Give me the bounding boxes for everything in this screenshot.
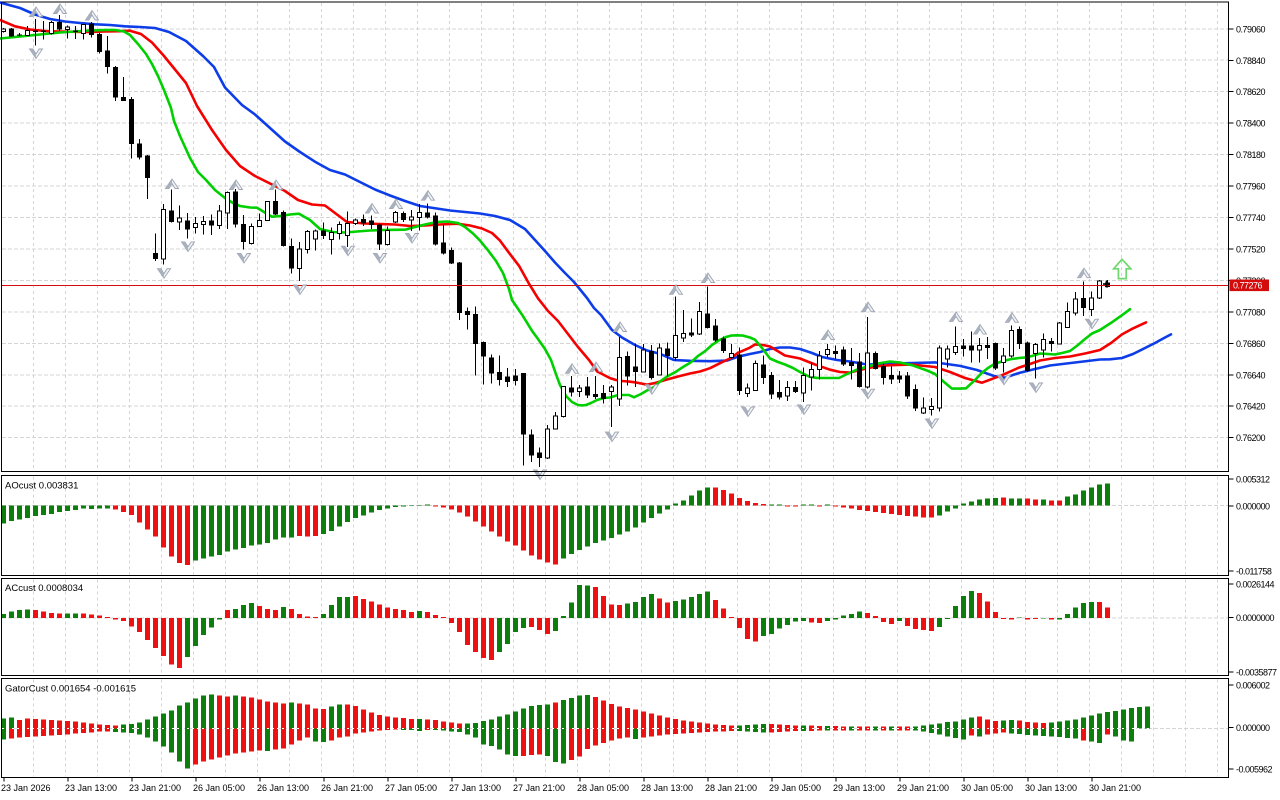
- svg-text:0.006002: 0.006002: [1236, 681, 1270, 691]
- svg-text:-0.011758: -0.011758: [1236, 567, 1272, 577]
- svg-text:0.0026144: 0.0026144: [1236, 580, 1275, 590]
- svg-text:0.76640: 0.76640: [1236, 370, 1266, 380]
- svg-text:0.78620: 0.78620: [1236, 87, 1266, 97]
- svg-text:26 Jan 13:00: 26 Jan 13:00: [257, 783, 309, 793]
- svg-text:0.000000: 0.000000: [1236, 723, 1270, 733]
- svg-text:0.77276: 0.77276: [1233, 281, 1263, 291]
- svg-text:30 Jan 13:00: 30 Jan 13:00: [1025, 783, 1077, 793]
- svg-text:23 Jan 13:00: 23 Jan 13:00: [65, 783, 117, 793]
- svg-text:26 Jan 05:00: 26 Jan 05:00: [193, 783, 245, 793]
- svg-text:30 Jan 21:00: 30 Jan 21:00: [1089, 783, 1141, 793]
- svg-text:-0.005962: -0.005962: [1236, 765, 1273, 775]
- svg-text:0.78400: 0.78400: [1236, 119, 1266, 129]
- svg-text:0.77960: 0.77960: [1236, 182, 1266, 192]
- svg-text:0.79060: 0.79060: [1236, 24, 1266, 34]
- svg-text:28 Jan 21:00: 28 Jan 21:00: [705, 783, 757, 793]
- svg-text:27 Jan 13:00: 27 Jan 13:00: [449, 783, 501, 793]
- svg-text:GatorCust 0.001654 -0.001615: GatorCust 0.001654 -0.001615: [5, 684, 136, 695]
- svg-text:28 Jan 05:00: 28 Jan 05:00: [577, 783, 629, 793]
- svg-text:26 Jan 21:00: 26 Jan 21:00: [321, 783, 373, 793]
- svg-text:0.76200: 0.76200: [1236, 433, 1266, 443]
- svg-text:0.005312: 0.005312: [1236, 475, 1270, 485]
- svg-text:0.0000000: 0.0000000: [1236, 613, 1275, 623]
- svg-text:29 Jan 13:00: 29 Jan 13:00: [833, 783, 885, 793]
- svg-text:AOcust 0.003831: AOcust 0.003831: [5, 481, 78, 492]
- svg-text:30 Jan 05:00: 30 Jan 05:00: [961, 783, 1013, 793]
- svg-text:0.76860: 0.76860: [1236, 339, 1266, 349]
- svg-text:0.76420: 0.76420: [1236, 402, 1266, 412]
- svg-text:0.77740: 0.77740: [1236, 213, 1266, 223]
- svg-text:ACcust 0.0008034: ACcust 0.0008034: [5, 583, 83, 594]
- svg-text:27 Jan 21:00: 27 Jan 21:00: [513, 783, 565, 793]
- svg-text:29 Jan 21:00: 29 Jan 21:00: [897, 783, 949, 793]
- svg-text:27 Jan 05:00: 27 Jan 05:00: [385, 783, 437, 793]
- svg-text:0.77080: 0.77080: [1236, 307, 1266, 317]
- svg-text:29 Jan 05:00: 29 Jan 05:00: [769, 783, 821, 793]
- svg-text:0.78840: 0.78840: [1236, 56, 1266, 66]
- svg-text:23 Jan 21:00: 23 Jan 21:00: [129, 783, 181, 793]
- svg-text:28 Jan 13:00: 28 Jan 13:00: [641, 783, 693, 793]
- svg-text:0.000000: 0.000000: [1236, 502, 1270, 512]
- svg-text:0.77520: 0.77520: [1236, 245, 1266, 255]
- svg-text:0.78180: 0.78180: [1236, 150, 1266, 160]
- svg-text:-0.0035877: -0.0035877: [1236, 668, 1277, 678]
- svg-text:23 Jan 2026: 23 Jan 2026: [1, 783, 51, 793]
